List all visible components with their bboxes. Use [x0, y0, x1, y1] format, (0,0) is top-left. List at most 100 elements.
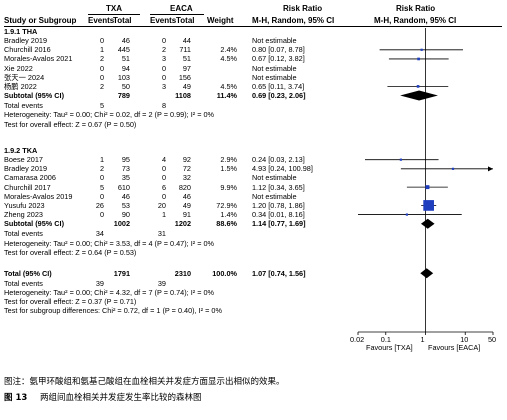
total-row-t2: 2310	[174, 268, 191, 278]
study-row-e2: 6	[161, 182, 166, 192]
study-row-ci: 0.80 [0.07, 8.78]	[252, 45, 305, 55]
group1-underline	[88, 14, 140, 15]
study-row-name: Camarasa 2006	[4, 173, 56, 183]
study-square	[420, 48, 423, 51]
total-row-ci: 1.07 [0.74, 1.56]	[252, 268, 306, 278]
study-row-t2: 44	[182, 36, 191, 46]
study-row-t2: 49	[182, 81, 191, 91]
study-row-t2: 820	[178, 182, 191, 192]
study-square	[423, 200, 434, 211]
study-row-e2: 0	[161, 36, 166, 46]
study-row-weight: 4.5%	[220, 81, 237, 91]
x-tick-label: 1	[420, 335, 425, 344]
study-row-t2: 49	[182, 200, 191, 210]
study-row-e2: 0	[161, 191, 166, 201]
total-events-row-name: Total events	[4, 229, 43, 239]
study-row-e1: 2	[99, 81, 104, 91]
heterogeneity-text: Heterogeneity: Tau² = 0.00; Chi² = 3.53,…	[4, 238, 215, 248]
x-tick-label: 50	[488, 335, 497, 344]
study-row-t1: 51	[121, 54, 130, 64]
study-row-ci: 4.93 [0.24, 100.98]	[252, 164, 313, 174]
study-row-t1: 35	[121, 173, 130, 183]
study-row-ci: Not estimable	[252, 72, 297, 82]
study-row-e1: 0	[99, 191, 104, 201]
study-row-name: 杨鹏 2022	[4, 81, 37, 91]
header-rule	[4, 26, 502, 27]
study-row-e1: 0	[99, 210, 104, 220]
study-row-e2: 2	[161, 45, 166, 55]
study-row-t1: 50	[121, 81, 130, 91]
figure-caption: 图注：氨甲环酸组和氨基己酸组在血栓相关并发症方面显示出相似的效果。	[4, 377, 285, 387]
grand-total-events-row-name: Total events	[4, 278, 43, 288]
total-events-row-name: Total events	[4, 101, 43, 111]
overall-effect-text: Test for overall effect: Z = 0.64 (P = 0…	[4, 247, 137, 257]
study-row-t1: 46	[121, 36, 130, 46]
subgroup-title: 1.9.2 TKA	[4, 146, 38, 156]
study-row-t1: 610	[117, 182, 130, 192]
study-row-e2: 20	[157, 200, 166, 210]
x-tick-label: 0.1	[380, 335, 391, 344]
group1-header: TXA	[106, 4, 122, 13]
study-row-e2: 0	[161, 173, 166, 183]
study-row-e1: 0	[99, 173, 104, 183]
study-row-t1: 445	[117, 45, 130, 55]
effect-title: Risk Ratio	[283, 4, 323, 13]
subtotal-row-t1: 1002	[113, 219, 130, 229]
study-row-ci: 0.34 [0.01, 8.16]	[252, 210, 305, 220]
total-row-t1: 1791	[113, 268, 130, 278]
x-tick-label: 10	[460, 335, 469, 344]
favours-left-label: Favours [TXA]	[366, 343, 413, 352]
subgroup-diamond	[420, 218, 435, 229]
total-events-row-e1: 5	[99, 101, 104, 111]
heterogeneity-text: Heterogeneity: Tau² = 0.00; Chi² = 0.02,…	[4, 110, 215, 120]
study-row-t2: 156	[178, 72, 191, 82]
study-square	[405, 213, 408, 216]
subtotal-row-ci: 1.14 [0.77, 1.69]	[252, 219, 306, 229]
overall-diamond	[420, 268, 434, 279]
study-row-t1: 90	[121, 210, 130, 220]
study-row-name: Churchill 2016	[4, 45, 51, 55]
total-events-row-e2: 8	[161, 101, 166, 111]
study-row-name: Bradley 2019	[4, 36, 48, 46]
study-row-t2: 46	[182, 191, 191, 201]
study-row-name: Yusufu 2023	[4, 200, 45, 210]
study-row-name: Morales-Avalos 2021	[4, 54, 73, 64]
study-row-name: Xie 2022	[4, 63, 33, 73]
study-row-e1: 2	[99, 164, 104, 174]
study-row-e1: 1	[99, 45, 104, 55]
study-row-weight: 9.9%	[220, 182, 237, 192]
study-row-e1: 0	[99, 36, 104, 46]
study-row-ci: 0.65 [0.11, 3.74]	[252, 81, 305, 91]
study-row-t1: 46	[121, 191, 130, 201]
study-row-ci: Not estimable	[252, 173, 297, 183]
study-row-t1: 95	[121, 155, 130, 165]
study-square	[425, 185, 430, 190]
total-heterogeneity-text: Heterogeneity: Tau² = 0.00; Chi² = 4.32,…	[4, 288, 215, 298]
study-row-ci: Not estimable	[252, 36, 297, 46]
study-row-t2: 51	[182, 54, 191, 64]
plot-title: Risk Ratio	[396, 4, 436, 13]
study-row-t2: 32	[182, 173, 191, 183]
study-row-t1: 73	[121, 164, 130, 174]
study-row-ci: Not estimable	[252, 63, 297, 73]
group2-underline	[150, 14, 204, 15]
grand-total-events-row-e2: 39	[157, 278, 166, 288]
study-row-name: Boese 2017	[4, 155, 43, 165]
group2-header: EACA	[170, 4, 193, 13]
total-row-name: Total (95% CI)	[4, 268, 52, 278]
total-events-row-e1: 34	[95, 229, 104, 239]
grand-total-events-row-e1: 39	[95, 278, 104, 288]
figure-title: 两组间血栓相关并发症发生率比较的森林图	[40, 393, 202, 403]
study-row-t2: 72	[182, 164, 191, 174]
study-row-ci: 0.67 [0.12, 3.82]	[252, 54, 305, 64]
study-row-weight: 2.4%	[220, 45, 237, 55]
study-row-name: 张天一 2024	[4, 72, 45, 82]
subtotal-row-t2: 1202	[174, 219, 191, 229]
x-tick-label: 0.02	[350, 335, 365, 344]
study-row-weight: 1.4%	[220, 210, 237, 220]
study-row-weight: 2.9%	[220, 155, 237, 165]
subtotal-row-ci: 0.69 [0.23, 2.06]	[252, 91, 306, 101]
study-row-weight: 72.9%	[216, 200, 237, 210]
study-row-weight: 4.5%	[220, 54, 237, 64]
